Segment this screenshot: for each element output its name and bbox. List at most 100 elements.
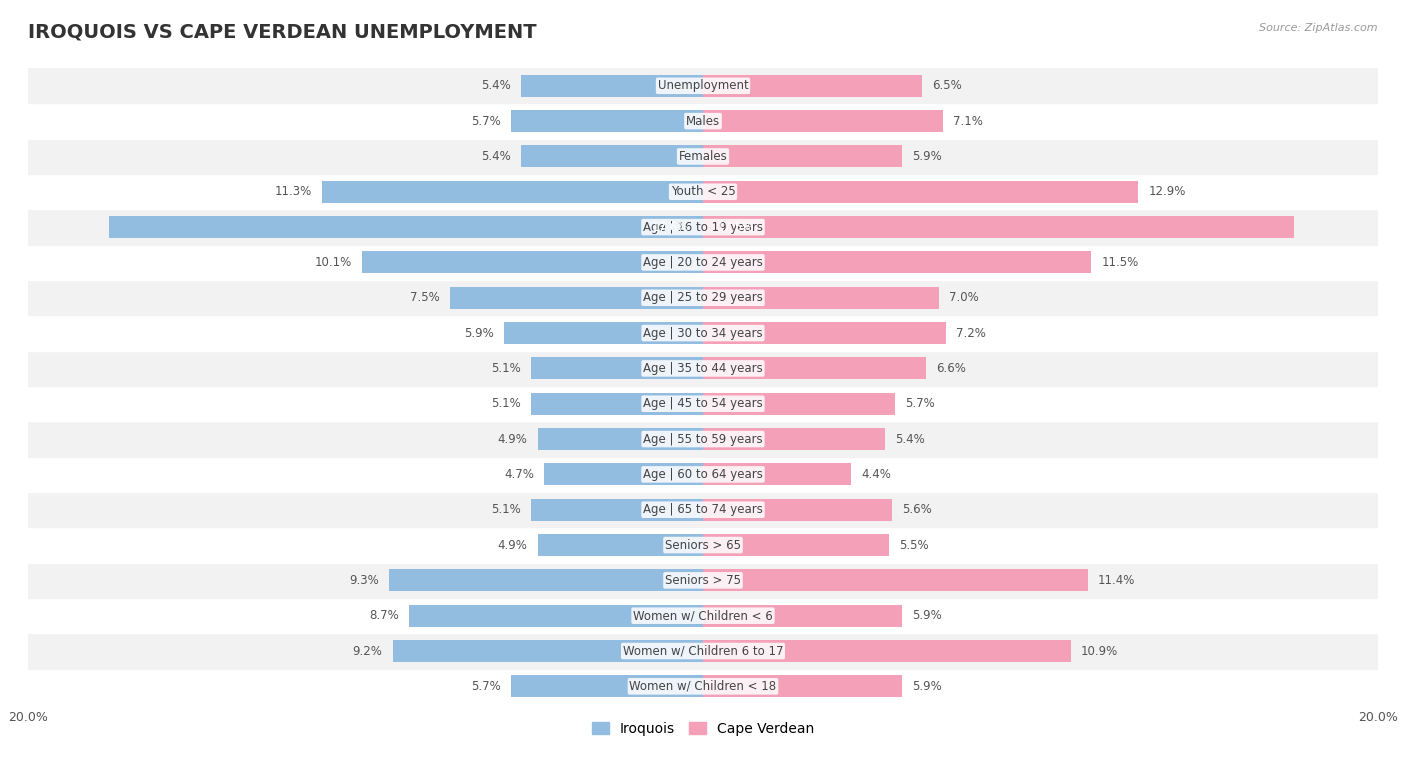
Legend: Iroquois, Cape Verdean: Iroquois, Cape Verdean — [586, 716, 820, 742]
Bar — [703, 534, 889, 556]
Bar — [392, 640, 703, 662]
Bar — [28, 456, 1378, 492]
Text: Women w/ Children < 18: Women w/ Children < 18 — [630, 680, 776, 693]
Bar — [28, 174, 1378, 210]
Text: 5.4%: 5.4% — [481, 79, 510, 92]
Text: 5.4%: 5.4% — [481, 150, 510, 163]
Bar — [703, 181, 1139, 203]
Text: 5.1%: 5.1% — [491, 397, 520, 410]
Bar — [703, 145, 903, 167]
Text: Age | 45 to 54 years: Age | 45 to 54 years — [643, 397, 763, 410]
Bar — [363, 251, 703, 273]
Text: 4.9%: 4.9% — [498, 432, 527, 446]
Bar — [703, 287, 939, 309]
Text: Youth < 25: Youth < 25 — [671, 185, 735, 198]
Text: Unemployment: Unemployment — [658, 79, 748, 92]
Text: Age | 35 to 44 years: Age | 35 to 44 years — [643, 362, 763, 375]
Text: 5.6%: 5.6% — [903, 503, 932, 516]
Bar — [703, 217, 1294, 238]
Bar — [28, 668, 1378, 704]
Text: 8.7%: 8.7% — [370, 609, 399, 622]
Bar — [703, 428, 886, 450]
Text: Age | 60 to 64 years: Age | 60 to 64 years — [643, 468, 763, 481]
Text: 5.9%: 5.9% — [464, 326, 494, 340]
Bar — [322, 181, 703, 203]
Text: 11.5%: 11.5% — [1101, 256, 1139, 269]
Text: 5.5%: 5.5% — [898, 538, 928, 552]
Bar — [520, 75, 703, 97]
Text: 9.3%: 9.3% — [349, 574, 380, 587]
Text: Age | 20 to 24 years: Age | 20 to 24 years — [643, 256, 763, 269]
Bar — [28, 528, 1378, 562]
Text: Seniors > 65: Seniors > 65 — [665, 538, 741, 552]
Text: 5.7%: 5.7% — [471, 680, 501, 693]
Bar — [544, 463, 703, 485]
Bar — [703, 675, 903, 697]
Text: Women w/ Children 6 to 17: Women w/ Children 6 to 17 — [623, 644, 783, 658]
Bar — [703, 357, 925, 379]
Bar — [28, 104, 1378, 139]
Text: 5.9%: 5.9% — [912, 609, 942, 622]
Text: Age | 65 to 74 years: Age | 65 to 74 years — [643, 503, 763, 516]
Bar — [510, 675, 703, 697]
Bar — [531, 393, 703, 415]
Bar — [531, 357, 703, 379]
Bar — [703, 499, 891, 521]
Text: IROQUOIS VS CAPE VERDEAN UNEMPLOYMENT: IROQUOIS VS CAPE VERDEAN UNEMPLOYMENT — [28, 23, 537, 42]
Bar — [28, 68, 1378, 104]
Text: 7.0%: 7.0% — [949, 291, 979, 304]
Text: 5.1%: 5.1% — [491, 362, 520, 375]
Text: Females: Females — [679, 150, 727, 163]
Bar — [510, 111, 703, 132]
Bar — [703, 251, 1091, 273]
Bar — [28, 350, 1378, 386]
Text: 11.4%: 11.4% — [1098, 574, 1135, 587]
Bar — [28, 280, 1378, 316]
Text: Age | 30 to 34 years: Age | 30 to 34 years — [643, 326, 763, 340]
Bar — [389, 569, 703, 591]
Text: 5.9%: 5.9% — [912, 680, 942, 693]
Text: 7.1%: 7.1% — [953, 114, 983, 128]
Text: Age | 25 to 29 years: Age | 25 to 29 years — [643, 291, 763, 304]
Text: 10.9%: 10.9% — [1081, 644, 1118, 658]
Text: Age | 16 to 19 years: Age | 16 to 19 years — [643, 220, 763, 234]
Text: Source: ZipAtlas.com: Source: ZipAtlas.com — [1260, 23, 1378, 33]
Text: 4.9%: 4.9% — [498, 538, 527, 552]
Bar — [28, 598, 1378, 634]
Bar — [28, 492, 1378, 528]
Bar — [703, 322, 946, 344]
Text: Women w/ Children < 6: Women w/ Children < 6 — [633, 609, 773, 622]
Bar — [703, 463, 852, 485]
Text: 7.2%: 7.2% — [956, 326, 986, 340]
Bar — [703, 393, 896, 415]
Text: 4.4%: 4.4% — [862, 468, 891, 481]
Bar — [531, 499, 703, 521]
Text: 5.9%: 5.9% — [912, 150, 942, 163]
Bar — [110, 217, 703, 238]
Text: 10.1%: 10.1% — [315, 256, 352, 269]
Bar — [28, 210, 1378, 245]
Bar — [28, 316, 1378, 350]
Bar — [28, 562, 1378, 598]
Text: Age | 55 to 59 years: Age | 55 to 59 years — [643, 432, 763, 446]
Text: 6.5%: 6.5% — [932, 79, 962, 92]
Text: 17.6%: 17.6% — [652, 220, 689, 234]
Bar — [28, 634, 1378, 668]
Bar — [450, 287, 703, 309]
Bar — [703, 111, 942, 132]
Text: Males: Males — [686, 114, 720, 128]
Text: 11.3%: 11.3% — [274, 185, 312, 198]
Text: 5.1%: 5.1% — [491, 503, 520, 516]
Text: Seniors > 75: Seniors > 75 — [665, 574, 741, 587]
Bar — [409, 605, 703, 627]
Bar — [28, 422, 1378, 456]
Bar — [537, 534, 703, 556]
Bar — [28, 386, 1378, 422]
Bar — [703, 75, 922, 97]
Bar — [537, 428, 703, 450]
Text: 12.9%: 12.9% — [1149, 185, 1185, 198]
Bar — [703, 640, 1071, 662]
Bar — [703, 569, 1088, 591]
Bar — [520, 145, 703, 167]
Text: 4.7%: 4.7% — [505, 468, 534, 481]
